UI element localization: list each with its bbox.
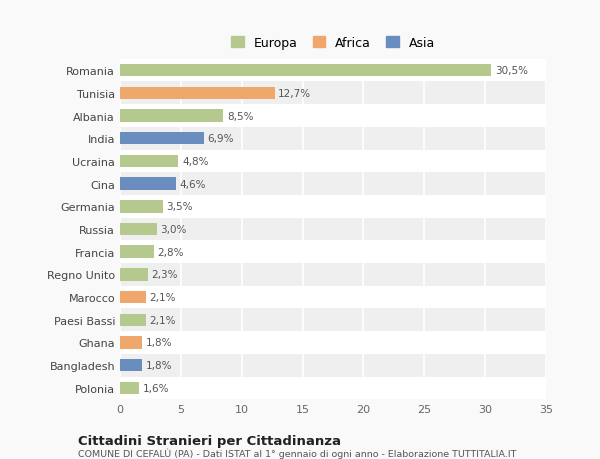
Legend: Europa, Africa, Asia: Europa, Africa, Asia: [226, 32, 440, 55]
Bar: [120, 359, 142, 372]
Text: COMUNE DI CEFALÙ (PA) - Dati ISTAT al 1° gennaio di ogni anno - Elaborazione TUT: COMUNE DI CEFALÙ (PA) - Dati ISTAT al 1°…: [78, 448, 517, 458]
Bar: [120, 241, 546, 263]
Bar: [120, 173, 546, 196]
Bar: [120, 178, 176, 190]
Bar: [120, 155, 178, 168]
Text: 2,1%: 2,1%: [149, 292, 176, 302]
Bar: [120, 128, 546, 150]
Bar: [120, 382, 139, 394]
Bar: [120, 87, 275, 100]
Bar: [120, 314, 146, 326]
Bar: [120, 60, 546, 82]
Bar: [120, 133, 204, 145]
Text: 4,6%: 4,6%: [179, 179, 206, 189]
Bar: [120, 223, 157, 236]
Bar: [120, 291, 146, 304]
Text: 6,9%: 6,9%: [208, 134, 234, 144]
Bar: [120, 309, 546, 331]
Bar: [120, 196, 546, 218]
Text: 3,0%: 3,0%: [160, 224, 187, 235]
Text: 12,7%: 12,7%: [278, 89, 311, 99]
Text: 2,3%: 2,3%: [152, 270, 178, 280]
Bar: [120, 377, 546, 399]
Bar: [120, 218, 546, 241]
Text: 1,8%: 1,8%: [146, 338, 172, 348]
Text: 2,8%: 2,8%: [158, 247, 184, 257]
Bar: [120, 201, 163, 213]
Text: 30,5%: 30,5%: [495, 66, 528, 76]
Bar: [120, 246, 154, 258]
Text: 1,8%: 1,8%: [146, 360, 172, 370]
Text: 4,8%: 4,8%: [182, 157, 209, 167]
Bar: [120, 263, 546, 286]
Bar: [120, 336, 142, 349]
Bar: [120, 269, 148, 281]
Bar: [120, 105, 546, 128]
Bar: [120, 150, 546, 173]
Bar: [120, 82, 546, 105]
Bar: [120, 110, 223, 123]
Text: 8,5%: 8,5%: [227, 111, 254, 121]
Bar: [120, 354, 546, 377]
Bar: [120, 331, 546, 354]
Bar: [120, 286, 546, 309]
Text: 3,5%: 3,5%: [166, 202, 193, 212]
Text: Cittadini Stranieri per Cittadinanza: Cittadini Stranieri per Cittadinanza: [78, 434, 341, 447]
Text: 2,1%: 2,1%: [149, 315, 176, 325]
Text: 1,6%: 1,6%: [143, 383, 170, 393]
Bar: [120, 65, 491, 77]
